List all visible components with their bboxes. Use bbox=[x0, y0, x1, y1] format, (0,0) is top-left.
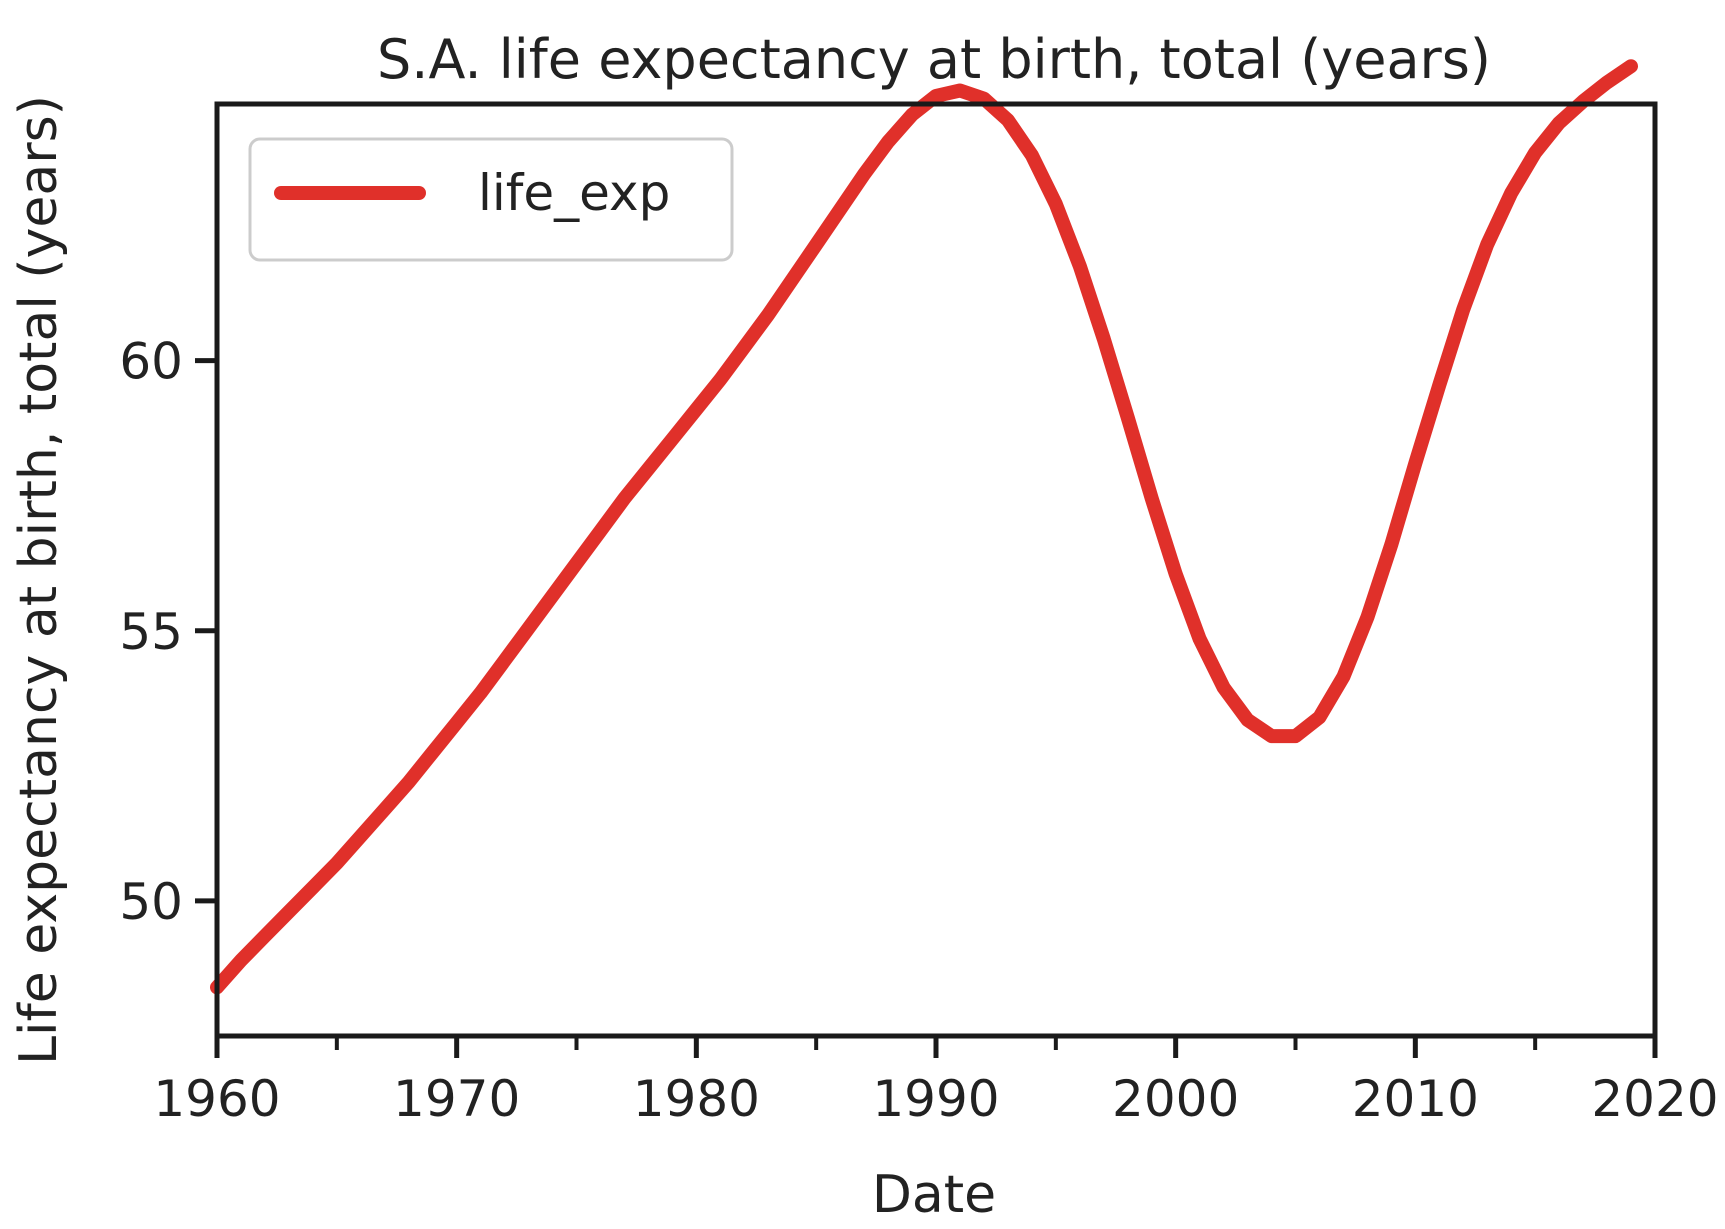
axis-ticks bbox=[195, 358, 1658, 1058]
x-tick-label: 2000 bbox=[1112, 1070, 1239, 1128]
x-tick-label: 2010 bbox=[1352, 1070, 1479, 1128]
legend-label-life-exp: life_exp bbox=[478, 164, 670, 222]
x-tick-label: 1990 bbox=[872, 1070, 999, 1128]
plot-area-frame bbox=[214, 101, 1658, 1039]
legend: life_exp bbox=[248, 137, 734, 262]
x-tick-label: 1980 bbox=[633, 1070, 760, 1128]
x-axis-label: Date bbox=[872, 1165, 996, 1225]
y-axis-label: Life expectancy at birth, total (years) bbox=[9, 95, 69, 1065]
x-tick-label: 1960 bbox=[153, 1070, 280, 1128]
y-tick-label: 60 bbox=[119, 333, 183, 391]
legend-box bbox=[248, 137, 734, 262]
tick-labels: 1960 1970 1980 1990 2000 2010 2020 50 55 60 bbox=[119, 333, 1718, 1128]
chart-title: S.A. life expectancy at birth, total (ye… bbox=[377, 28, 1491, 91]
y-axis-label-group: Life expectancy at birth, total (years) bbox=[9, 95, 69, 1065]
y-tick-label: 50 bbox=[119, 873, 183, 931]
x-tick-label: 2020 bbox=[1591, 1070, 1718, 1128]
x-tick-label: 1970 bbox=[393, 1070, 520, 1128]
y-tick-label: 55 bbox=[119, 603, 183, 661]
